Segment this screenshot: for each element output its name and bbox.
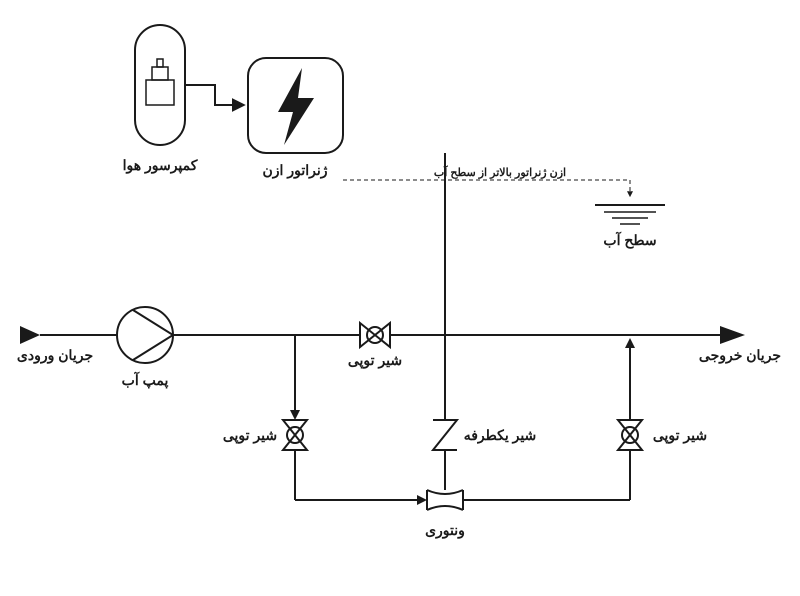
ball-valve-top xyxy=(360,323,390,347)
ball-valve-right-label: شیر توپی xyxy=(653,427,707,444)
check-valve-label: شیر یکطرفه xyxy=(464,427,537,444)
bypass-loop xyxy=(283,335,642,510)
pump-label: پمپ آب xyxy=(122,371,169,389)
lightning-icon xyxy=(278,68,314,145)
note-label: ازن ژنراتور بالاتر از سطح آب xyxy=(434,165,566,179)
generator-label: ژنراتور ازن xyxy=(263,162,328,179)
outlet-label: جریان خروجی xyxy=(699,347,781,364)
ball-valve-right xyxy=(618,420,642,450)
ball-valve-left-label: شیر توپی xyxy=(223,427,277,444)
ozone-generator xyxy=(248,58,343,153)
water-level xyxy=(595,205,665,224)
compressor-label: کمپرسور هوا xyxy=(123,157,198,174)
ball-valve-left xyxy=(283,420,307,450)
air-compressor xyxy=(135,25,185,145)
venturi-label: ونتوری xyxy=(425,522,465,539)
inlet-label: جریان ورودی xyxy=(17,347,93,364)
check-valve xyxy=(433,420,457,450)
ball-valve-top-label: شیر توپی xyxy=(348,352,402,369)
water-pump xyxy=(117,307,173,363)
water-level-label: سطح آب xyxy=(603,231,656,249)
edge-compressor-generator xyxy=(185,85,243,105)
venturi xyxy=(427,490,463,510)
edge-generator-waterlevel xyxy=(343,180,630,196)
